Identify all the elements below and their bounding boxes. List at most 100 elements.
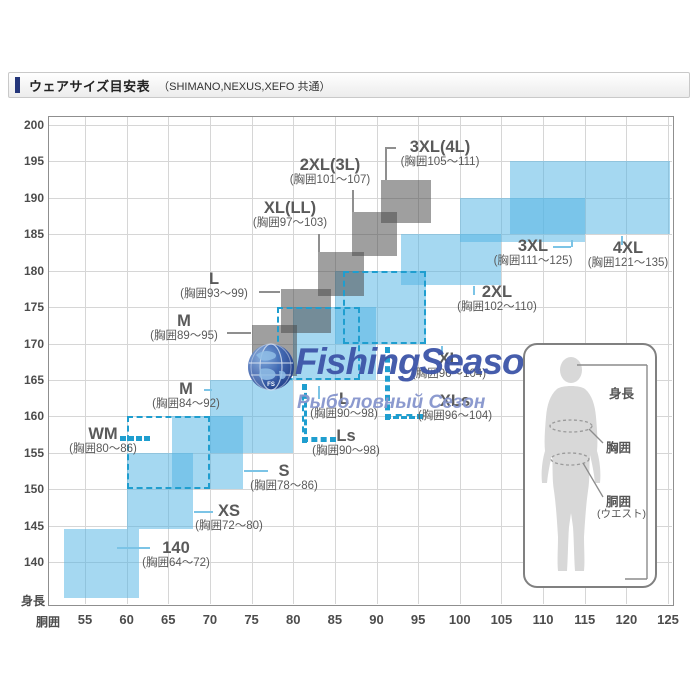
- connector-line: [318, 386, 320, 399]
- size-box-g3XL4L: [380, 179, 431, 224]
- size-chest-range-dLs: (胸囲90～98): [312, 445, 380, 457]
- size-label-bS: S (胸囲78～86): [219, 463, 349, 493]
- x-tick-115: 115: [574, 612, 596, 627]
- connector-line: [385, 147, 387, 180]
- size-name-g2XL3L: 2XL(3L): [299, 156, 361, 174]
- connector-line: [352, 190, 354, 212]
- size-chest-range-b3XL: (胸囲111～125): [493, 255, 573, 267]
- gridline-y-150: [48, 489, 672, 491]
- x-tick-55: 55: [77, 612, 93, 627]
- size-name-gXLLL: XL(LL): [263, 199, 317, 217]
- x-tick-80: 80: [285, 612, 301, 627]
- size-label-bXS: XS (胸囲72～80): [164, 503, 294, 533]
- gridline-y-165: [48, 379, 672, 381]
- gridline-x-60: [126, 116, 128, 604]
- size-label-b3XL: 3XL (胸囲111～125): [468, 238, 598, 268]
- x-tick-125: 125: [657, 612, 679, 627]
- connector-line: [621, 236, 623, 245]
- size-name-dXLs: XLs: [439, 392, 471, 410]
- connector-line: [473, 286, 475, 295]
- connector-line: [194, 511, 213, 513]
- gridline-y-200: [48, 125, 672, 126]
- connector-line: [385, 414, 423, 419]
- diagram-height-label: 身長: [609, 387, 635, 401]
- x-tick-90: 90: [369, 612, 384, 627]
- y-tick-190: 190: [23, 190, 44, 205]
- y-tick-200: 200: [23, 118, 44, 132]
- y-tick-165: 165: [23, 372, 44, 387]
- size-label-gL: L (胸囲93～99): [149, 271, 279, 301]
- page-title: ウェアサイズ目安表: [29, 78, 151, 94]
- size-box-gL: [280, 288, 331, 333]
- y-axis-bottom-label: 身長: [21, 594, 46, 608]
- gridline-y-155: [48, 452, 672, 454]
- size-name-b4XL: 4XL: [612, 239, 644, 257]
- size-label-b140: 140 (胸囲64～72): [111, 540, 241, 570]
- gridline-y-140: [48, 562, 672, 564]
- x-tick-70: 70: [202, 612, 218, 627]
- size-name-dLs: Ls: [336, 427, 356, 445]
- connector-line: [117, 547, 150, 549]
- size-name-b3XL: 3XL: [517, 237, 549, 255]
- x-tick-105: 105: [490, 612, 513, 627]
- connector-line: [571, 240, 573, 247]
- size-label-dWM: WM (胸囲80～86): [38, 426, 168, 456]
- gridline-y-145: [48, 525, 672, 527]
- body-diagram-panel: 身長 胸囲 胴囲 (ウエスト): [523, 343, 657, 588]
- connector-line: [244, 470, 268, 472]
- x-tick-120: 120: [615, 612, 638, 627]
- size-chest-range-gXLLL: (胸囲97～103): [252, 217, 328, 229]
- size-chest-range-bXL: (胸囲96～104): [411, 368, 487, 380]
- y-tick-140: 140: [23, 555, 44, 570]
- connector-line: [204, 389, 212, 391]
- x-tick-95: 95: [410, 612, 426, 627]
- size-chest-range-b2XL: (胸囲102～110): [457, 301, 537, 313]
- gridline-x-95: [418, 116, 420, 604]
- diagram-waist-sub-label: (ウエスト): [597, 508, 646, 520]
- x-tick-110: 110: [532, 612, 554, 627]
- page-subtitle: （SHIMANO,NEXUS,XEFO 共通）: [158, 80, 331, 93]
- size-label-dXLs: XLs (胸囲96～104): [390, 393, 520, 423]
- y-tick-185: 185: [23, 227, 44, 242]
- size-chest-range-gL: (胸囲93～99): [180, 288, 248, 300]
- y-tick-145: 145: [23, 518, 44, 533]
- size-box-dXLs: [343, 270, 427, 344]
- body-silhouette: [541, 357, 648, 580]
- size-chest-range-dXLs: (胸囲96～104): [417, 410, 493, 422]
- gridline-x-90: [376, 116, 378, 604]
- gridline-x-55: [85, 116, 86, 604]
- gridline-y-195: [48, 161, 672, 163]
- diagram-waist-label: 胴囲: [606, 495, 632, 509]
- x-tick-85: 85: [327, 612, 343, 627]
- size-chest-range-bL: (胸囲90～98): [310, 408, 378, 420]
- connector-line: [441, 346, 443, 356]
- size-name-bL: L: [338, 390, 350, 408]
- size-box-b2XL: [401, 234, 502, 286]
- size-box-bM: [209, 379, 294, 453]
- diagram-chest-label: 胸囲: [606, 441, 632, 455]
- gridline-y-160: [48, 416, 672, 418]
- size-name-bM: M: [179, 380, 193, 398]
- x-axis-label: 胴囲: [36, 615, 61, 629]
- size-chest-range-g2XL3L: (胸囲101～107): [289, 174, 371, 186]
- size-box-b140: [64, 529, 140, 599]
- chart-header: ウェアサイズ目安表 （SHIMANO,NEXUS,XEFO 共通）: [8, 72, 690, 98]
- gridline-x-100: [459, 116, 461, 604]
- size-chest-range-bXS: (胸囲72～80): [195, 520, 263, 532]
- size-chest-range-bS: (胸囲78～86): [250, 480, 318, 492]
- size-label-bL: L (胸囲90～98): [279, 391, 409, 421]
- size-name-g3XL4L: 3XL(4L): [409, 138, 471, 156]
- size-chest-range-gM: (胸囲89～95): [150, 330, 218, 342]
- size-label-g2XL3L: 2XL(3L) (胸囲101～107): [265, 157, 395, 187]
- size-chest-range-b4XL: (胸囲121～135): [587, 257, 669, 269]
- connector-line: [227, 332, 251, 334]
- header-accent-bar: [15, 77, 20, 93]
- size-label-dLs: Ls (胸囲90～98): [281, 428, 411, 458]
- size-name-gM: M: [177, 312, 191, 330]
- x-tick-100: 100: [448, 612, 471, 627]
- size-label-b4XL: 4XL (胸囲121～135): [563, 240, 693, 270]
- size-label-gM: M (胸囲89～95): [119, 313, 249, 343]
- size-chest-range-g3XL4L: (胸囲105～111): [400, 156, 480, 168]
- size-name-gL: L: [208, 270, 220, 288]
